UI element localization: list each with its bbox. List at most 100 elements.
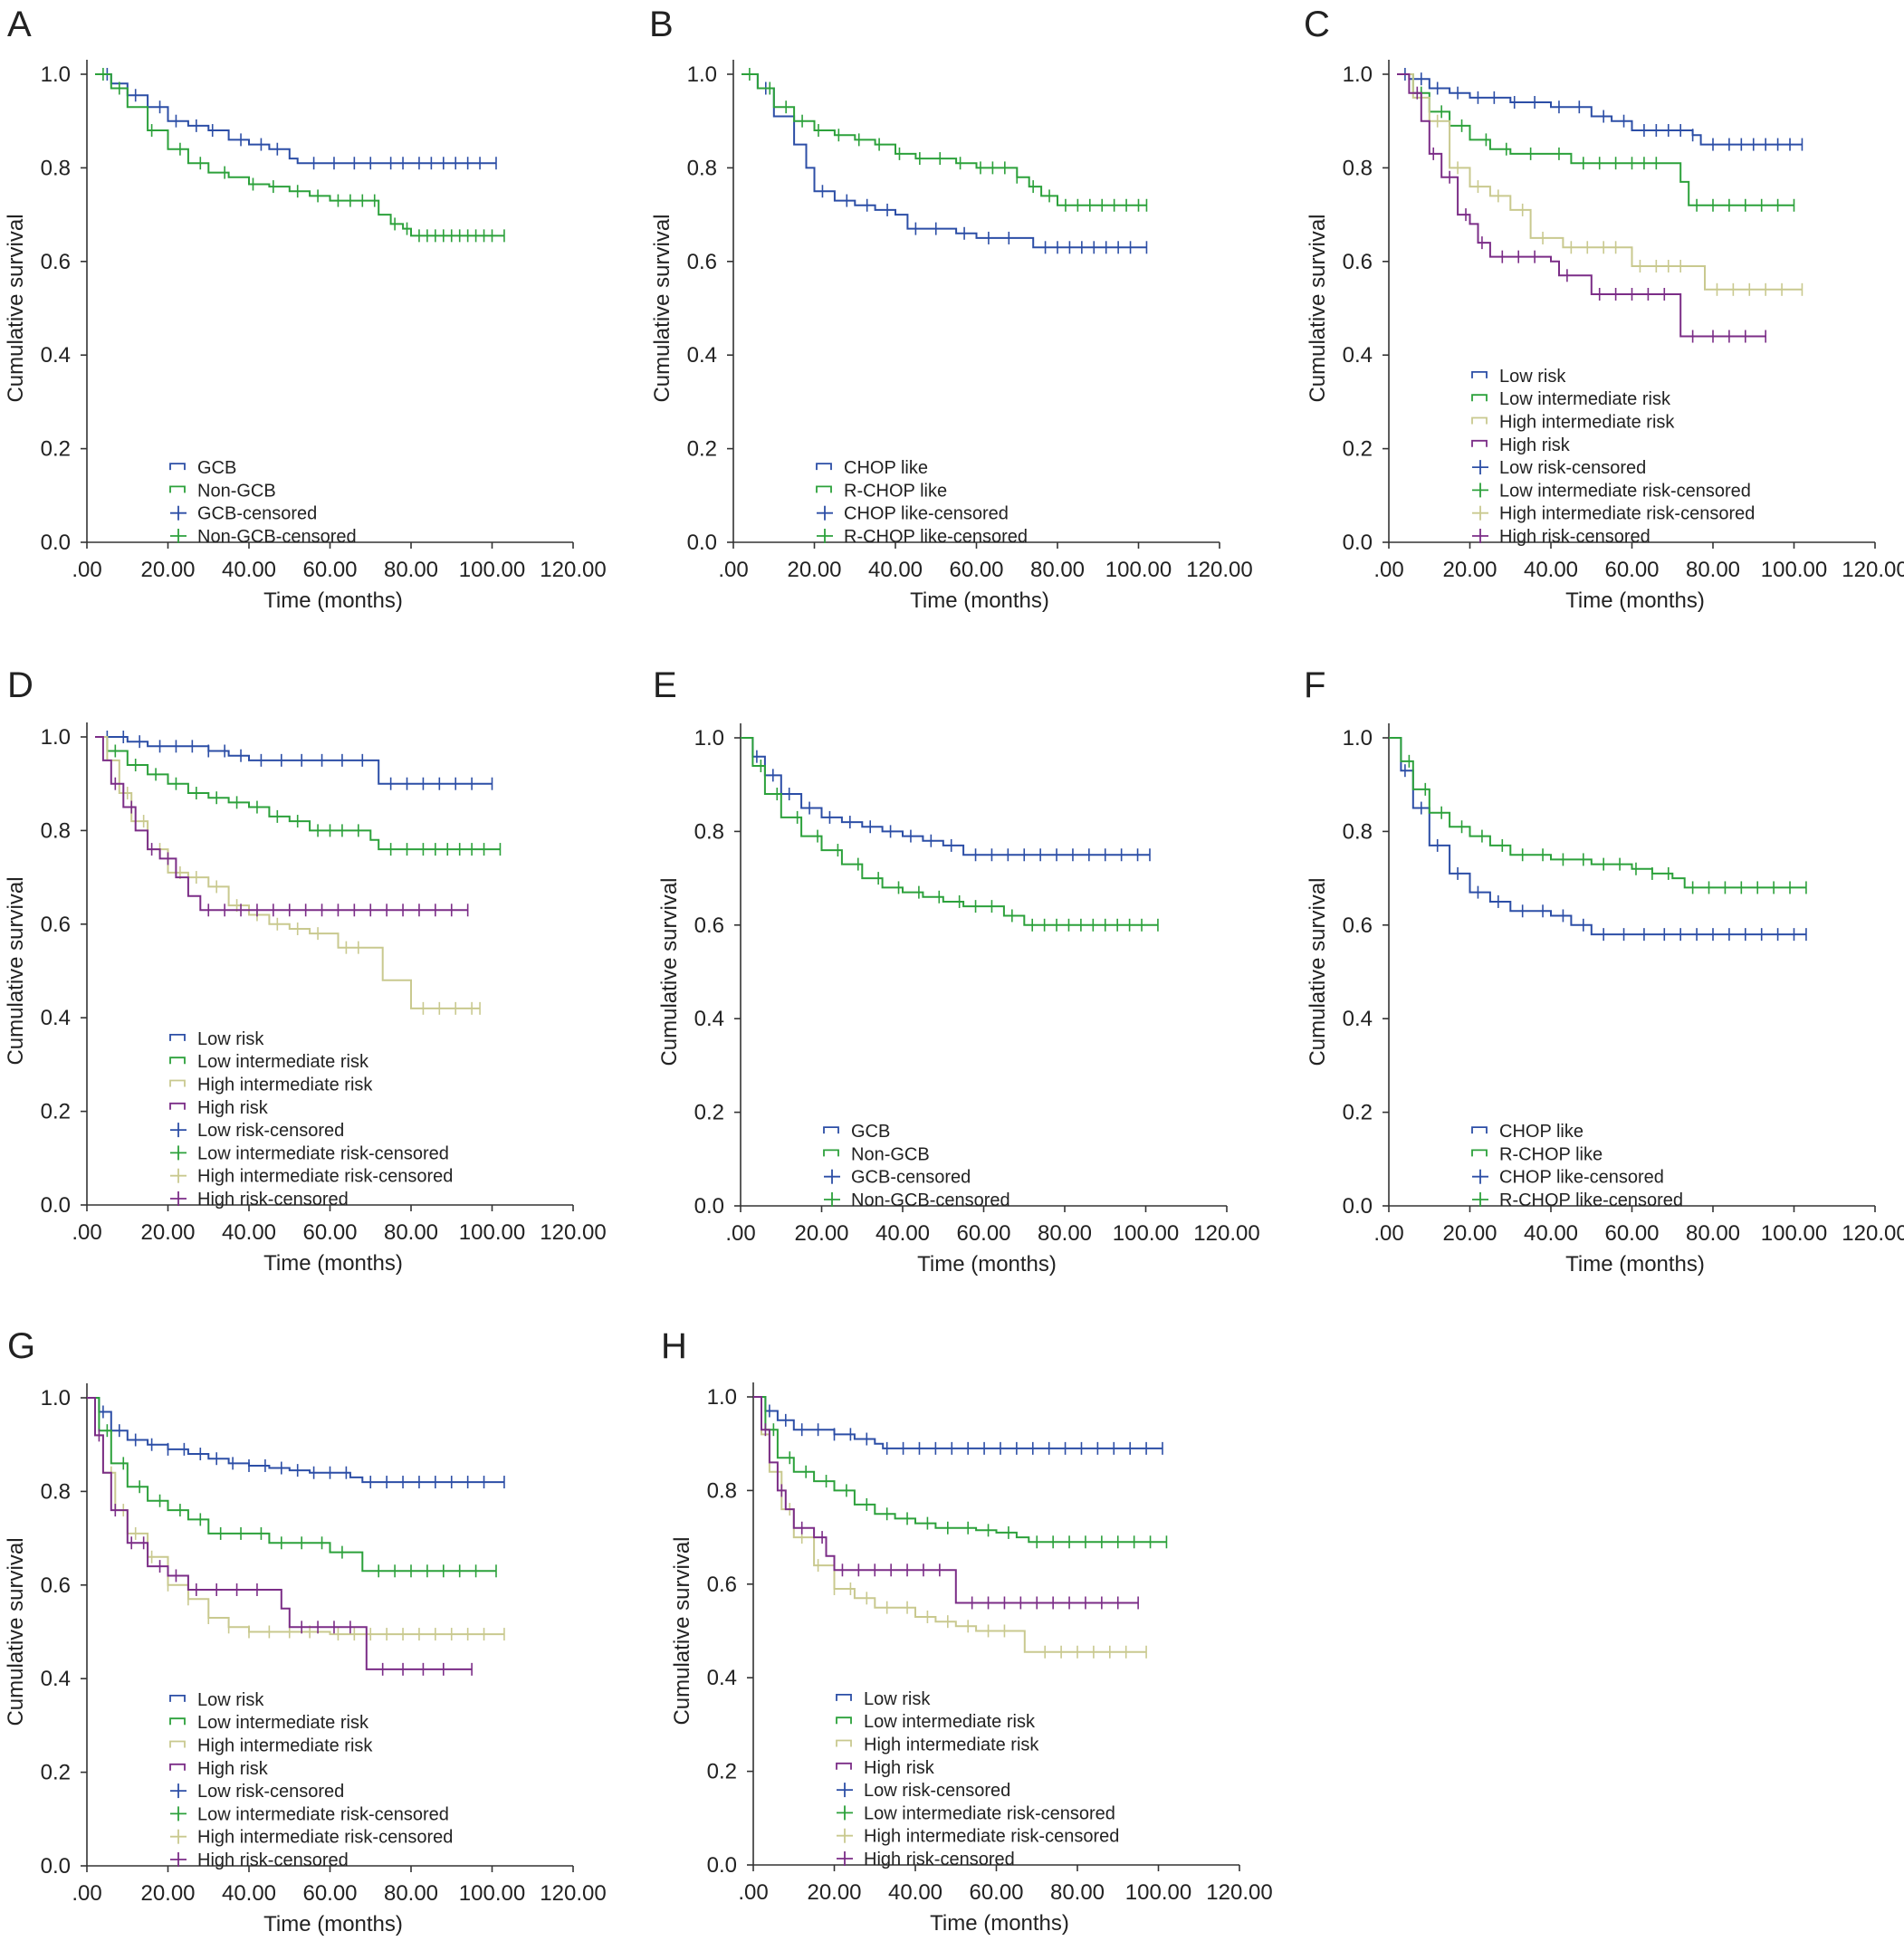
- survival-curve-rchop: [1389, 737, 1806, 889]
- legend-label: Low risk: [197, 1690, 264, 1710]
- x-tick-label: 20.00: [1442, 558, 1497, 582]
- x-tick-label: 80.00: [1686, 1221, 1740, 1246]
- y-tick-label: 1.0: [41, 62, 71, 87]
- panel-e: E 0.0 0.2 0.4 0.6 0.8 1.0 .00 20.00 40.00 60.00 80.…: [653, 665, 1260, 1276]
- x-tick-label: 60.00: [302, 1881, 357, 1906]
- y-tick-label: 0.6: [687, 250, 717, 274]
- x-tick-label: .00: [72, 558, 101, 582]
- series-low: [1397, 68, 1804, 151]
- panel-letter: A: [7, 5, 32, 44]
- x-axis-title: Time (months): [910, 588, 1049, 613]
- x-tick-label: 80.00: [1038, 1221, 1092, 1246]
- legend-line-symbol: [169, 1102, 186, 1110]
- series-low: [87, 1397, 505, 1489]
- legend-label: Non-GCB-censored: [851, 1190, 1010, 1210]
- x-tick-label: 120.00: [1193, 1221, 1259, 1246]
- legend-label: Non-GCB-censored: [197, 527, 357, 547]
- y-tick-label: 0.8: [687, 156, 717, 180]
- panel-letter: C: [1304, 5, 1330, 44]
- legend-line-symbol: [823, 1149, 839, 1157]
- survival-curve-rchop: [742, 73, 1147, 206]
- y-tick-label: 0.0: [687, 531, 717, 555]
- series-high: [1397, 73, 1766, 343]
- panel-letter: G: [7, 1326, 35, 1366]
- survival-curve-low: [87, 1397, 504, 1484]
- y-tick-label: 0.8: [41, 1479, 71, 1504]
- y-tick-label: 0.4: [41, 343, 71, 368]
- legend-label: GCB: [851, 1122, 890, 1142]
- x-tick-label: 60.00: [1604, 558, 1659, 582]
- x-tick-label: 40.00: [1524, 1221, 1578, 1246]
- legend-label: CHOP like: [1499, 1122, 1583, 1142]
- legend-label: Low risk: [1499, 367, 1566, 387]
- legend-label: Low intermediate risk-censored: [1499, 481, 1751, 501]
- legend-label: Low risk-censored: [864, 1781, 1010, 1801]
- y-tick-label: 0.6: [41, 250, 71, 274]
- legend-line-symbol: [836, 1762, 852, 1770]
- x-tick-label: 40.00: [888, 1880, 942, 1905]
- x-tick-label: 120.00: [1206, 1880, 1272, 1905]
- x-tick-label: .00: [725, 1221, 755, 1246]
- y-tick-label: 1.0: [1343, 62, 1373, 87]
- x-tick-label: 20.00: [794, 1221, 848, 1246]
- x-tick-label: 20.00: [807, 1880, 861, 1905]
- series-lowint: [753, 1396, 1168, 1549]
- y-axis-title: Cumulative survival: [4, 876, 28, 1065]
- legend-line-symbol: [1471, 371, 1488, 378]
- x-tick-label: 80.00: [384, 558, 438, 582]
- x-axis-title: Time (months): [263, 1251, 403, 1276]
- x-tick-label: 40.00: [1524, 558, 1578, 582]
- x-tick-label: 20.00: [787, 558, 841, 582]
- panel-letter: E: [653, 665, 677, 705]
- legend-line-symbol: [823, 1126, 839, 1134]
- legend-line-symbol: [169, 1057, 186, 1065]
- legend-label: Low risk: [864, 1689, 931, 1709]
- y-tick-label: 0.0: [1343, 531, 1373, 555]
- y-tick-label: 1.0: [41, 725, 71, 750]
- y-tick-label: 0.2: [41, 437, 71, 462]
- y-tick-label: 0.4: [1343, 1007, 1373, 1031]
- y-tick-label: 0.6: [1343, 913, 1373, 938]
- x-tick-label: 100.00: [1105, 558, 1172, 582]
- x-tick-label: 100.00: [459, 1881, 525, 1906]
- legend-line-symbol: [1471, 394, 1488, 402]
- legend-label: R-CHOP like: [844, 481, 947, 501]
- y-tick-label: 0.6: [1343, 250, 1373, 274]
- survival-curve-chop: [742, 73, 1147, 249]
- series-high: [95, 736, 469, 917]
- x-tick-label: 20.00: [140, 1220, 195, 1245]
- panel-letter: D: [7, 665, 33, 705]
- legend-label: Low intermediate risk: [1499, 389, 1671, 409]
- x-tick-label: .00: [718, 558, 748, 582]
- y-tick-label: 0.8: [1343, 156, 1373, 180]
- x-tick-label: 80.00: [384, 1220, 438, 1245]
- y-tick-label: 0.4: [694, 1007, 724, 1031]
- survival-curve-high: [1397, 73, 1766, 338]
- panel-c: C 0.0 0.2 0.4 0.6 0.8 1.0 .00 20.00 40.00 60.00 80.…: [1304, 5, 1904, 613]
- legend-label: High risk-censored: [864, 1850, 1015, 1869]
- series-low: [95, 731, 493, 790]
- y-tick-label: 0.0: [1343, 1194, 1373, 1219]
- panel-letter: B: [649, 5, 674, 44]
- x-tick-label: 120.00: [1186, 558, 1252, 582]
- survival-curve-lowint: [95, 736, 501, 851]
- y-tick-label: 0.8: [694, 819, 724, 844]
- x-tick-label: 40.00: [222, 558, 276, 582]
- legend-label: Low intermediate risk-censored: [864, 1803, 1115, 1823]
- legend-line-symbol: [169, 485, 186, 493]
- y-tick-label: 0.0: [694, 1194, 724, 1219]
- series-non-gcb: [95, 68, 505, 243]
- legend-label: High intermediate risk: [864, 1735, 1039, 1755]
- y-tick-label: 0.0: [707, 1853, 737, 1878]
- panel-letter: F: [1304, 665, 1325, 705]
- legend-label: CHOP like-censored: [844, 504, 1009, 524]
- legend-line-symbol: [1471, 416, 1488, 425]
- panel-g: G 0.0 0.2 0.4 0.6 0.8 1.0 .00 20.00 40.00 60.00 80.…: [4, 1326, 607, 1936]
- x-tick-label: 100.00: [459, 1220, 525, 1245]
- survival-curve-high: [95, 736, 468, 912]
- y-tick-label: 0.0: [41, 1854, 71, 1879]
- legend-line-symbol: [1471, 1149, 1488, 1157]
- legend-line-symbol: [1471, 1126, 1488, 1134]
- y-axis-title: Cumulative survival: [4, 1537, 28, 1726]
